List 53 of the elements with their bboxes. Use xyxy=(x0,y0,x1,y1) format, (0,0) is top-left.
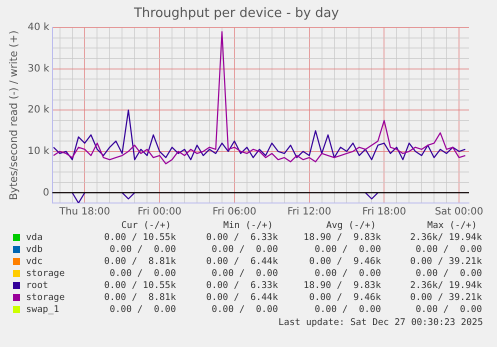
text: 0.00 / 0.00 xyxy=(416,268,482,279)
legend-label: storage xyxy=(26,292,65,303)
x-tick-label: Fri 12:00 xyxy=(287,206,332,218)
text: Max (-/+) xyxy=(427,220,477,231)
legend-label: storage xyxy=(26,268,65,279)
text: Cur (-/+) xyxy=(120,220,171,231)
text: 18.90 / 9.83k xyxy=(304,280,381,291)
y-tick-label: 40 k xyxy=(28,22,50,34)
text: 0.00 / 0.00 xyxy=(416,304,482,315)
text: 0.00 / 9.46k xyxy=(309,256,381,267)
legend-label: vda xyxy=(26,232,43,243)
text: 18.90 / 9.83k xyxy=(304,232,381,243)
x-tick-label: Sat 00:00 xyxy=(434,206,484,218)
text: 2.36k/ 19.94k xyxy=(410,280,482,291)
text: 0.00 / 0.00 xyxy=(212,244,278,255)
text: 0.00 / 0.00 xyxy=(212,304,278,315)
text: 0.00 / 0.00 xyxy=(314,268,381,279)
x-tick-label: Thu 18:00 xyxy=(58,206,110,218)
text: 0.00 / 8.81k xyxy=(103,256,176,267)
text: Avg (-/+) xyxy=(326,220,376,231)
x-tick-label: Fri 06:00 xyxy=(212,206,256,218)
legend-label: swap_1 xyxy=(26,304,60,315)
text: 0.00 / 0.00 xyxy=(416,244,482,255)
text: 0.00 / 6.44k xyxy=(206,256,278,267)
text: 0.00 / 8.81k xyxy=(104,292,176,303)
text: 0.00 / 0.00 xyxy=(110,268,176,279)
y-tick-label: 0 xyxy=(42,187,50,198)
legend-label: vdc xyxy=(26,256,43,267)
chart-title: Throughput per device - by day xyxy=(132,6,340,22)
legend-label: vdb xyxy=(26,244,43,255)
text: 0.00 / 6.33k xyxy=(206,232,278,243)
text: 0.00 / 0.00 xyxy=(314,244,381,255)
x-tick-label: Fri 00:00 xyxy=(138,206,182,218)
text: 0.00 / 0.00 xyxy=(108,244,176,255)
text: 2.36k/ 19.94k xyxy=(410,232,482,243)
text: Min (-/+) xyxy=(223,220,273,231)
text: 0.00 / 9.46k xyxy=(309,292,381,303)
text: Last update: Sat Dec 27 00:30:23 2025 xyxy=(278,317,483,328)
text: 0.00 / 0.00 xyxy=(212,268,278,279)
text: 0.00 / 10.55k xyxy=(103,280,176,291)
x-tick-label: Fri 18:00 xyxy=(362,206,406,218)
text: 0.00 / 0.00 xyxy=(314,304,381,315)
text: 0.00 / 0.00 xyxy=(110,304,176,315)
text: 0.00 / 39.21k xyxy=(410,292,482,303)
y-axis-title: Bytes/second read (-) / write (+) xyxy=(8,30,20,200)
text: 0.00 / 6.44k xyxy=(206,292,278,303)
text: 0.00 / 6.33k xyxy=(206,280,278,291)
legend-label: root xyxy=(26,280,48,291)
text: 0.00 / 39.21k xyxy=(410,256,482,267)
y-tick-label: 10 k xyxy=(28,146,50,158)
text: 0.00 / 10.55k xyxy=(103,232,176,243)
y-tick-label: 20 k xyxy=(28,104,50,116)
y-tick-label: 30 k xyxy=(28,63,50,74)
